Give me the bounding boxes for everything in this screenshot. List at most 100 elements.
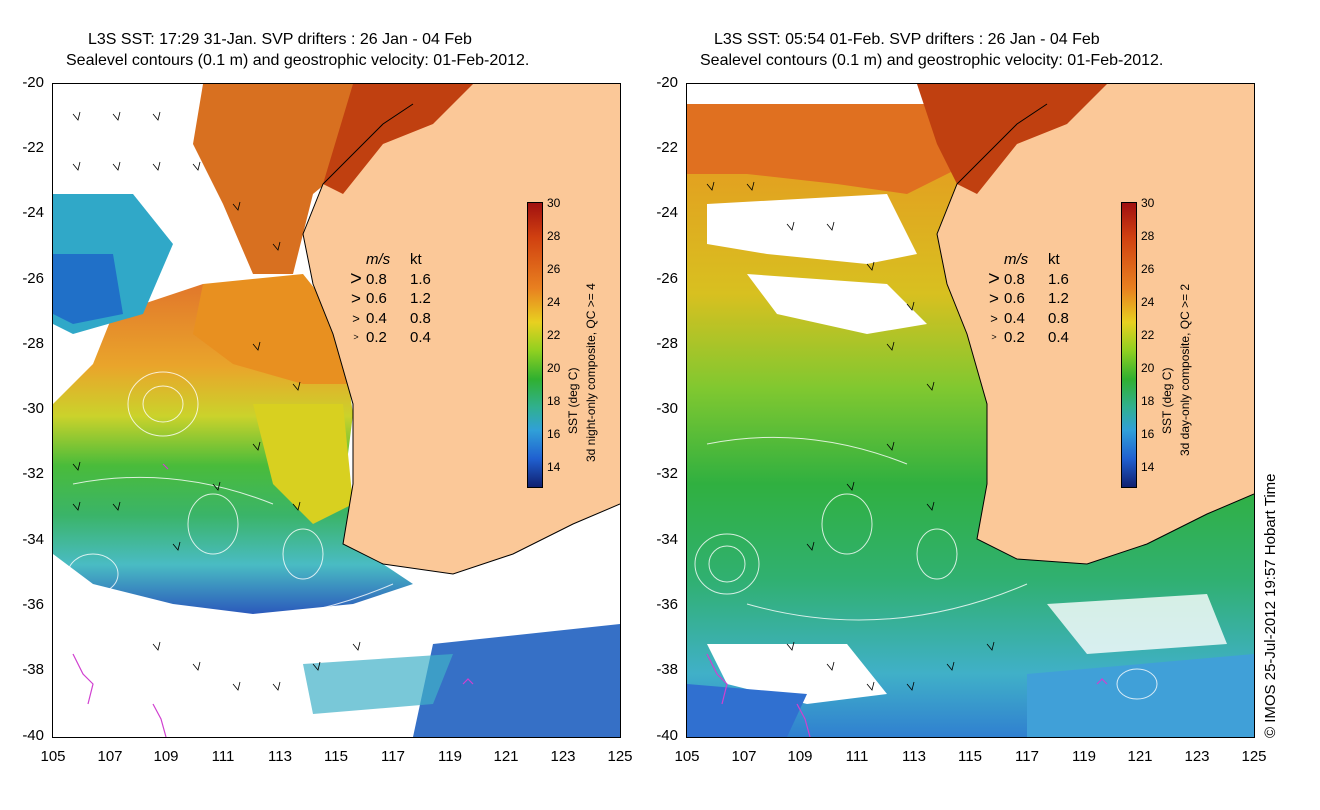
right-y-tick: -30	[656, 400, 678, 417]
left-y-tick: -40	[22, 727, 44, 744]
legend-ms-value: 0.6	[366, 290, 387, 307]
legend-kt-value: 1.6	[1048, 270, 1069, 288]
legend-ms-value: 0.6	[1004, 290, 1025, 307]
left-drifter-tracks	[72, 463, 474, 737]
legend-kt-value: 0.8	[410, 309, 431, 327]
left-x-tick: 113	[268, 748, 292, 765]
right-sst-map[interactable]	[686, 83, 1255, 738]
legend-kt-value: 1.2	[1048, 290, 1069, 307]
right-y-tick: -36	[656, 596, 678, 613]
right-y-tick: -32	[656, 465, 678, 482]
colorbar-tick: 16	[1141, 427, 1155, 441]
legend-header-ms: m/s	[1004, 251, 1029, 268]
colorbar-tick: 26	[547, 262, 561, 276]
legend-kt-value: 1.6	[410, 270, 431, 288]
right-y-tick: -22	[656, 139, 678, 156]
right-drifter-tracks	[706, 653, 1108, 737]
arrow-icon: >	[988, 267, 1000, 290]
left-panel: L3S SST: 17:29 31-Jan. SVP drifters : 26…	[0, 0, 640, 810]
right-x-tick: 105	[674, 748, 700, 765]
left-y-tick: -32	[22, 465, 44, 482]
left-y-tick: -20	[22, 74, 44, 91]
left-velocity-arrows	[72, 111, 361, 691]
right-sst-cloud-mid	[747, 274, 927, 334]
left-title-line1: L3S SST: 17:29 31-Jan. SVP drifters : 26…	[88, 31, 472, 48]
colorbar-tick: 30	[1141, 196, 1155, 210]
legend-kt-value: 1.2	[410, 290, 431, 307]
left-sst-map[interactable]	[52, 83, 621, 738]
arrow-icon: >	[350, 267, 362, 290]
legend-ms-value: 0.4	[1004, 309, 1025, 327]
right-sst-cloud-north	[707, 194, 917, 264]
right-title-line1: L3S SST: 05:54 01-Feb. SVP drifters : 26…	[714, 31, 1100, 48]
left-x-tick: 109	[153, 748, 179, 765]
left-x-tick: 123	[550, 748, 576, 765]
colorbar-tick: 28	[547, 229, 561, 243]
legend-header-ms: m/s	[366, 251, 391, 268]
left-map-svg	[53, 84, 620, 737]
colorbar-tick: 18	[547, 394, 561, 408]
right-map-svg	[687, 84, 1254, 737]
left-x-tick: 115	[324, 748, 348, 765]
left-coastline	[302, 103, 620, 575]
left-sst-south-blue	[413, 624, 620, 737]
right-velocity-legend: m/s kt >0.8 1.6 >0.6 1.2 >0.4 0.8 >0.2 0.4	[984, 250, 1069, 348]
arrow-icon: >	[352, 310, 360, 326]
arrow-icon: >	[989, 289, 999, 308]
left-sst-warm-north	[193, 84, 383, 274]
left-y-tick: -28	[22, 335, 44, 352]
colorbar-tick: 30	[547, 196, 561, 210]
left-x-tick: 119	[438, 748, 462, 765]
left-sst-yellow	[253, 404, 353, 524]
arrow-icon: >	[351, 289, 361, 308]
left-x-tick: 125	[607, 748, 633, 765]
right-x-tick: 111	[845, 748, 869, 765]
left-contours	[67, 371, 394, 621]
colorbar-title-line2: 3d day-only composite, QC >= 2	[1178, 283, 1192, 456]
right-y-tick: -34	[656, 531, 678, 548]
right-contours	[694, 436, 1158, 700]
left-colorbar-subtitle: 3d night-only composite, QC >= 4	[584, 283, 598, 462]
right-land-north-shade	[917, 84, 1107, 194]
right-x-tick: 117	[1015, 748, 1039, 765]
right-x-tick: 119	[1072, 748, 1096, 765]
left-y-tick: -22	[22, 139, 44, 156]
left-y-tick: -36	[22, 596, 44, 613]
right-y-tick: -24	[656, 204, 678, 221]
right-colorbar	[1121, 202, 1137, 488]
right-velocity-arrows	[706, 181, 995, 691]
right-sst-cloud-south	[707, 644, 887, 704]
colorbar-tick: 18	[1141, 394, 1155, 408]
arrow-icon: >	[991, 332, 997, 342]
left-x-tick: 121	[493, 748, 519, 765]
right-x-tick: 113	[902, 748, 926, 765]
legend-header-kt: kt	[1048, 251, 1060, 268]
right-x-tick: 125	[1241, 748, 1267, 765]
colorbar-tick: 22	[547, 328, 561, 342]
colorbar-tick: 20	[1141, 361, 1155, 375]
right-panel: L3S SST: 05:54 01-Feb. SVP drifters : 26…	[634, 0, 1274, 810]
legend-ms-value: 0.8	[1004, 270, 1025, 288]
colorbar-title-line2: 3d night-only composite, QC >= 4	[584, 283, 598, 462]
left-velocity-legend: m/s kt >0.8 1.6 >0.6 1.2 >0.4 0.8 >0.2 0.4	[346, 250, 431, 348]
right-sst-se-blue	[1027, 654, 1254, 737]
legend-kt-value: 0.4	[1048, 329, 1069, 346]
right-colorbar-subtitle: 3d day-only composite, QC >= 2	[1178, 284, 1192, 456]
legend-kt-value: 0.4	[410, 329, 431, 346]
right-sst-cloud-se	[1047, 594, 1227, 654]
left-y-tick: -34	[22, 531, 44, 548]
right-coastline	[936, 103, 1254, 565]
left-title-line2: Sealevel contours (0.1 m) and geostrophi…	[66, 52, 530, 69]
colorbar-tick: 24	[547, 295, 561, 309]
colorbar-tick: 28	[1141, 229, 1155, 243]
right-x-tick: 109	[787, 748, 813, 765]
legend-header-kt: kt	[410, 251, 422, 268]
left-x-tick: 105	[40, 748, 66, 765]
legend-ms-value: 0.4	[366, 309, 387, 327]
right-y-tick: -26	[656, 270, 678, 287]
left-y-tick: -26	[22, 270, 44, 287]
legend-kt-value: 0.8	[1048, 309, 1069, 327]
colorbar-tick: 14	[1141, 460, 1155, 474]
left-x-tick: 111	[211, 748, 235, 765]
colorbar-tick: 24	[1141, 295, 1155, 309]
